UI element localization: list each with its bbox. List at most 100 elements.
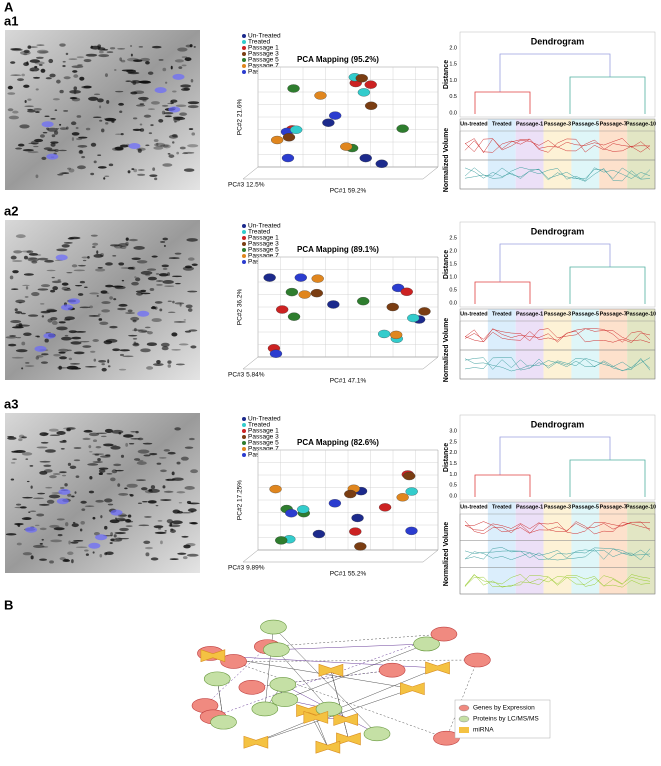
gel-spot [140, 57, 151, 62]
gel-spot [151, 255, 158, 258]
gel-spot [40, 361, 48, 364]
gel-spot [47, 318, 53, 323]
gel-spot [185, 304, 193, 309]
gel-spot [79, 280, 86, 284]
gel-spot [14, 522, 24, 526]
gel-spot [49, 524, 60, 528]
gel-spot [53, 527, 65, 531]
gel-spot [50, 141, 59, 144]
gel-spot [183, 544, 191, 549]
gel-spot [71, 264, 78, 268]
gel-spot [93, 93, 101, 96]
axis-label: PC#1 47.1% [330, 378, 367, 385]
gel-spot [80, 520, 85, 525]
gel-spot [38, 51, 50, 53]
mirna-node [315, 740, 341, 754]
pca-title: PCA Mapping (95.2%) [297, 55, 379, 64]
gel-spot [7, 436, 17, 440]
gel-spot [30, 555, 34, 560]
gel-spot [136, 260, 148, 264]
tick-label: 1.5 [449, 62, 457, 68]
gel-spot [128, 493, 133, 496]
gel-spot [47, 127, 58, 132]
gel-spot [149, 287, 155, 292]
gel-spot [14, 506, 26, 509]
gel-spot [139, 103, 145, 105]
gel-spot [189, 522, 197, 525]
gel-spot [101, 128, 105, 133]
gel-spot [136, 461, 147, 465]
gel-spot [144, 515, 152, 518]
gel-spot [92, 339, 99, 342]
legend-label: Passage 1 [248, 428, 279, 435]
dendrogram-branch [499, 53, 611, 92]
gel-spot [33, 107, 42, 111]
gel-spot [52, 473, 61, 475]
gel-spot [39, 470, 48, 475]
gel-spot [22, 496, 33, 499]
gel-spot [118, 102, 124, 106]
gel-spot [133, 59, 143, 63]
legend-swatch [459, 727, 469, 733]
gel-spot [146, 366, 154, 370]
gel-spot [183, 151, 195, 154]
gel-spot [35, 254, 42, 256]
gel-spot [67, 237, 75, 240]
gel-spot [23, 53, 28, 56]
gel-spot [181, 535, 189, 538]
legend-dot [242, 429, 246, 433]
gel-spot [130, 53, 133, 57]
gel-spot [67, 349, 72, 352]
legend-dot [242, 254, 246, 258]
gel-spot [167, 364, 171, 368]
gel-spot [183, 319, 187, 321]
gel-spot [23, 273, 34, 276]
pca-floor [242, 549, 439, 563]
gel-spot [23, 332, 32, 337]
pca-point [403, 471, 416, 481]
legend-dot [242, 435, 246, 439]
gel-spot [72, 521, 76, 524]
network-edge [213, 633, 445, 718]
gel-spot [51, 280, 62, 284]
gel-spot [133, 341, 137, 343]
gel-spot [187, 308, 193, 312]
gel-spot [132, 128, 142, 131]
gel-spot [30, 485, 33, 489]
pca-point [285, 287, 299, 297]
gel-spot [139, 123, 143, 126]
pca-point [297, 505, 310, 514]
dendrogram-branch [499, 436, 611, 475]
gel-spot [157, 519, 163, 522]
gel-spot [90, 234, 98, 237]
legend-dot [242, 242, 246, 246]
tick-label: 1.5 [449, 261, 457, 267]
gel-spot [135, 104, 146, 107]
gel-spot [32, 544, 45, 548]
legend-dot [242, 230, 246, 234]
gel-spot [76, 56, 84, 59]
gel-spot [73, 539, 84, 542]
gel-spot [90, 172, 95, 176]
gel-spot [28, 314, 39, 317]
spot-marker [43, 332, 56, 339]
gel-spot [11, 356, 24, 359]
gel-spot [189, 44, 193, 48]
gel-spot [161, 104, 169, 107]
gel-spot [57, 534, 63, 537]
gel-spot [60, 486, 65, 489]
gel-spot [24, 296, 29, 298]
gel-spot [39, 460, 51, 463]
gel-spot [178, 343, 189, 346]
gel-spot [158, 118, 164, 123]
pca-point [327, 300, 340, 309]
network-edge [330, 670, 349, 740]
gel-spot [189, 502, 194, 504]
tick-label: 3.0 [449, 428, 457, 434]
gel-spot [56, 79, 61, 84]
gel-spot [125, 241, 129, 246]
gel-spot [93, 254, 104, 258]
dendrogram-title: Dendrogram [531, 36, 585, 46]
gel-spot [97, 154, 102, 156]
pca-point [269, 484, 282, 494]
